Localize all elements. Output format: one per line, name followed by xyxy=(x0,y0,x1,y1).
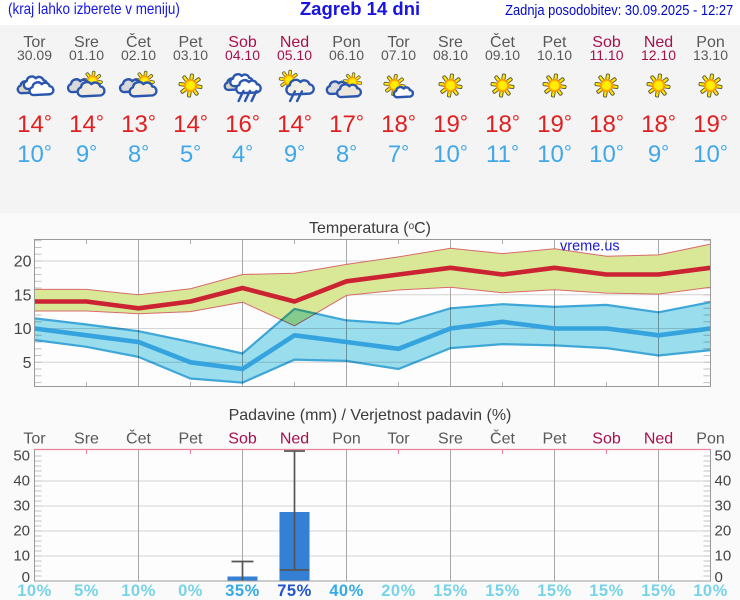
svg-text:10: 10 xyxy=(715,548,732,565)
svg-text:Tor: Tor xyxy=(23,431,46,448)
svg-text:15: 15 xyxy=(14,287,32,304)
svg-text:0%: 0% xyxy=(178,582,203,600)
svg-text:30: 30 xyxy=(13,498,30,515)
svg-text:Tor: Tor xyxy=(387,431,410,448)
svg-text:Čet: Čet xyxy=(490,429,515,448)
svg-text:40%: 40% xyxy=(329,582,364,600)
svg-text:10%: 10% xyxy=(17,582,52,600)
svg-text:15%: 15% xyxy=(433,582,468,600)
svg-text:75%: 75% xyxy=(277,582,312,600)
svg-text:5: 5 xyxy=(23,355,32,372)
svg-text:Sob: Sob xyxy=(592,431,621,448)
svg-text:Čet: Čet xyxy=(126,429,151,448)
svg-text:Sre: Sre xyxy=(74,431,99,448)
svg-text:10: 10 xyxy=(13,548,30,565)
svg-text:Pet: Pet xyxy=(178,431,203,448)
svg-text:40: 40 xyxy=(715,473,732,490)
svg-text:15%: 15% xyxy=(485,582,520,600)
svg-text:50: 50 xyxy=(13,448,30,465)
svg-text:15%: 15% xyxy=(589,582,624,600)
svg-text:Pon: Pon xyxy=(332,431,360,448)
svg-text:Pet: Pet xyxy=(542,431,567,448)
svg-text:35%: 35% xyxy=(225,582,260,600)
svg-text:15%: 15% xyxy=(641,582,676,600)
svg-text:20: 20 xyxy=(715,523,732,540)
svg-text:5%: 5% xyxy=(74,582,99,600)
svg-text:Ned: Ned xyxy=(280,431,309,448)
svg-text:20%: 20% xyxy=(381,582,416,600)
svg-text:10%: 10% xyxy=(121,582,156,600)
svg-text:Pon: Pon xyxy=(696,431,724,448)
svg-text:15%: 15% xyxy=(537,582,572,600)
svg-text:50: 50 xyxy=(715,448,732,465)
svg-text:10%: 10% xyxy=(693,582,728,600)
svg-text:20: 20 xyxy=(13,523,30,540)
svg-text:vreme.us: vreme.us xyxy=(560,239,620,255)
svg-text:10: 10 xyxy=(14,321,32,338)
svg-text:30: 30 xyxy=(715,498,732,515)
svg-text:20: 20 xyxy=(14,254,32,271)
svg-text:40: 40 xyxy=(13,473,30,490)
svg-text:0: 0 xyxy=(22,569,30,586)
svg-text:0: 0 xyxy=(715,569,723,586)
svg-text:Sre: Sre xyxy=(438,431,463,448)
svg-text:Ned: Ned xyxy=(644,431,673,448)
svg-text:Sob: Sob xyxy=(228,431,257,448)
